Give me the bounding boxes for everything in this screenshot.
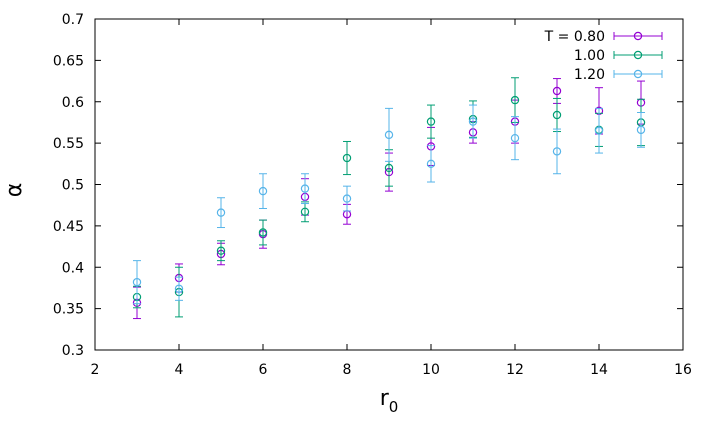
data-point (174, 284, 184, 293)
data-point (552, 86, 562, 96)
legend-label: 1.00 (574, 48, 605, 64)
x-tick-label: 6 (259, 362, 268, 378)
legend-label: T = 0.80 (544, 29, 605, 45)
data-point (132, 277, 142, 287)
data-point (300, 207, 310, 217)
data-point (426, 159, 436, 169)
data-point (342, 153, 352, 163)
x-tick-label: 12 (506, 362, 524, 378)
data-point (468, 117, 478, 126)
y-tick-label: 0.7 (62, 12, 84, 28)
data-point (426, 117, 436, 126)
data-point (636, 125, 646, 135)
legend-label: 1.20 (574, 67, 605, 83)
data-point (300, 184, 310, 193)
y-tick-label: 0.5 (62, 178, 84, 194)
x-tick-label: 16 (674, 362, 692, 378)
legend: T = 0.80 1.00 1.20 (544, 29, 663, 83)
x-tick-label: 2 (91, 362, 100, 378)
series-layer (132, 77, 646, 320)
x-tick-label: 14 (590, 362, 608, 378)
y-tick-label: 0.6 (62, 95, 84, 111)
y-tick-label: 0.55 (53, 136, 84, 152)
data-point (552, 110, 562, 120)
data-point (552, 147, 562, 156)
y-tick-label: 0.65 (53, 53, 84, 69)
x-tick-label: 8 (343, 362, 352, 378)
data-point (384, 163, 394, 173)
data-point (216, 208, 226, 217)
x-axis-title-main: r (380, 386, 390, 411)
tick-layer: 2 4 6 8 10 12 14 16 0.3 0.35 0.4 0.45 0.5 0.55 0.6 0.65… (53, 12, 692, 378)
legend-marker (633, 69, 643, 79)
x-axis-title-subscript: 0 (389, 398, 399, 416)
y-tick-label: 0.45 (53, 219, 84, 235)
y-tick-label: 0.35 (53, 302, 84, 318)
data-point (216, 246, 226, 255)
y-tick-label: 0.4 (62, 260, 84, 276)
data-point (258, 186, 268, 196)
data-point (510, 133, 520, 143)
data-point (594, 126, 604, 135)
x-axis-title: r0 (380, 386, 399, 416)
y-axis-title: α (2, 183, 27, 198)
series (132, 104, 646, 305)
data-point (510, 95, 520, 105)
legend-marker (633, 50, 643, 60)
x-tick-label: 4 (175, 362, 184, 378)
data-point (342, 194, 352, 203)
data-point (258, 228, 268, 237)
legend-marker (633, 31, 643, 41)
data-point (384, 130, 394, 140)
x-tick-label: 10 (422, 362, 440, 378)
y-tick-label: 0.3 (62, 343, 84, 359)
